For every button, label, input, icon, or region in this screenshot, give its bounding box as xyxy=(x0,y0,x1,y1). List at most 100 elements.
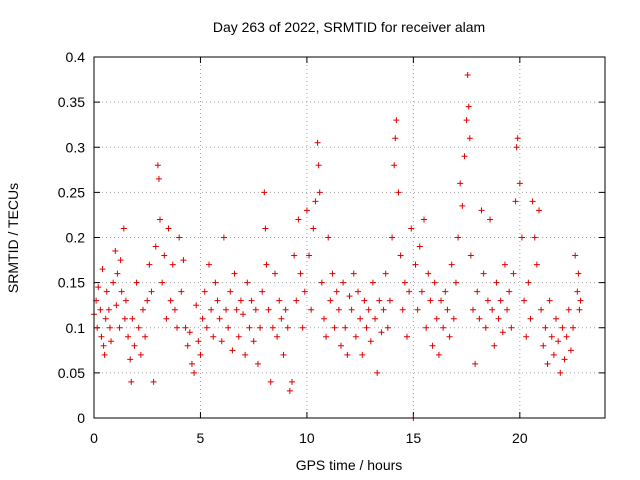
data-point xyxy=(180,257,187,264)
data-point xyxy=(391,162,398,169)
data-point xyxy=(121,315,128,322)
data-point xyxy=(176,234,183,241)
data-point xyxy=(114,270,121,277)
data-point xyxy=(414,306,421,313)
data-point xyxy=(386,297,393,304)
data-point xyxy=(465,103,472,110)
data-point xyxy=(129,315,136,322)
data-point xyxy=(157,216,164,223)
data-point xyxy=(303,207,310,214)
data-point xyxy=(401,279,408,286)
data-point xyxy=(446,333,453,340)
data-point xyxy=(169,261,176,268)
data-point xyxy=(101,351,108,358)
data-point xyxy=(457,180,464,187)
x-axis-label: GPS time / hours xyxy=(296,457,403,473)
data-point xyxy=(555,338,562,345)
data-point xyxy=(548,333,555,340)
data-point xyxy=(359,351,366,358)
data-point xyxy=(244,279,251,286)
data-point xyxy=(491,342,498,349)
data-point xyxy=(450,315,457,322)
y-tick-label: 0.15 xyxy=(58,275,85,291)
data-point xyxy=(418,288,425,295)
data-point xyxy=(331,324,338,331)
data-point xyxy=(165,225,172,232)
data-point xyxy=(361,297,368,304)
data-point xyxy=(423,324,430,331)
chart-title: Day 263 of 2022, SRMTID for receiver ala… xyxy=(213,19,485,35)
data-point xyxy=(550,351,557,358)
y-tick-label: 0.1 xyxy=(66,320,86,336)
data-point xyxy=(467,252,474,259)
data-point xyxy=(575,270,582,277)
data-point xyxy=(376,297,383,304)
data-point xyxy=(561,356,568,363)
data-point xyxy=(329,270,336,277)
data-point xyxy=(482,324,489,331)
data-point xyxy=(193,302,200,309)
data-point xyxy=(144,297,151,304)
data-point xyxy=(240,311,247,318)
data-point xyxy=(274,333,281,340)
data-point xyxy=(146,261,153,268)
y-axis-label: SRMTID / TECUs xyxy=(5,183,21,293)
data-point xyxy=(521,297,528,304)
data-point xyxy=(280,351,287,358)
data-point xyxy=(544,360,551,367)
data-point xyxy=(525,279,532,286)
data-point xyxy=(504,306,511,313)
data-point xyxy=(315,162,322,169)
data-point xyxy=(406,288,413,295)
data-point xyxy=(99,266,106,273)
data-point xyxy=(421,216,428,223)
data-point xyxy=(218,338,225,345)
data-point xyxy=(382,270,389,277)
data-point xyxy=(301,288,308,295)
data-point xyxy=(316,189,323,196)
data-point xyxy=(540,342,547,349)
data-point xyxy=(392,135,399,142)
data-point xyxy=(271,270,278,277)
data-point xyxy=(576,306,583,313)
y-tick-label: 0 xyxy=(77,410,85,426)
y-tick-label: 0.4 xyxy=(66,49,86,65)
data-point xyxy=(403,333,410,340)
data-point xyxy=(127,356,134,363)
axis-ticks: 0 0.05 0.1 0.15 0.2 0.25 0.3 0.35 0.4 0 5 10 15 20 xyxy=(58,49,605,446)
data-point xyxy=(542,324,549,331)
data-point xyxy=(412,261,419,268)
data-point xyxy=(97,306,104,313)
data-point xyxy=(128,378,135,385)
data-point xyxy=(131,342,138,349)
x-tick-label: 20 xyxy=(512,430,528,446)
data-point xyxy=(246,324,253,331)
data-point xyxy=(291,252,298,259)
x-tick-label: 15 xyxy=(406,430,422,446)
data-point xyxy=(384,324,391,331)
data-point xyxy=(463,117,470,124)
data-point xyxy=(369,279,376,286)
data-point xyxy=(506,288,513,295)
data-point xyxy=(150,378,157,385)
data-point xyxy=(342,324,349,331)
data-point xyxy=(276,297,283,304)
data-point xyxy=(327,297,334,304)
data-point xyxy=(378,329,385,336)
data-point xyxy=(531,234,538,241)
data-point xyxy=(444,306,451,313)
data-point xyxy=(259,288,266,295)
data-point xyxy=(148,288,155,295)
data-point xyxy=(262,225,269,232)
data-point xyxy=(295,216,302,223)
y-tick-label: 0.35 xyxy=(58,94,85,110)
data-point xyxy=(469,306,476,313)
data-point xyxy=(448,261,455,268)
data-point xyxy=(105,306,112,313)
data-point xyxy=(310,225,317,232)
data-point xyxy=(227,288,234,295)
data-point xyxy=(106,324,113,331)
data-point xyxy=(155,175,162,182)
data-point xyxy=(433,315,440,322)
